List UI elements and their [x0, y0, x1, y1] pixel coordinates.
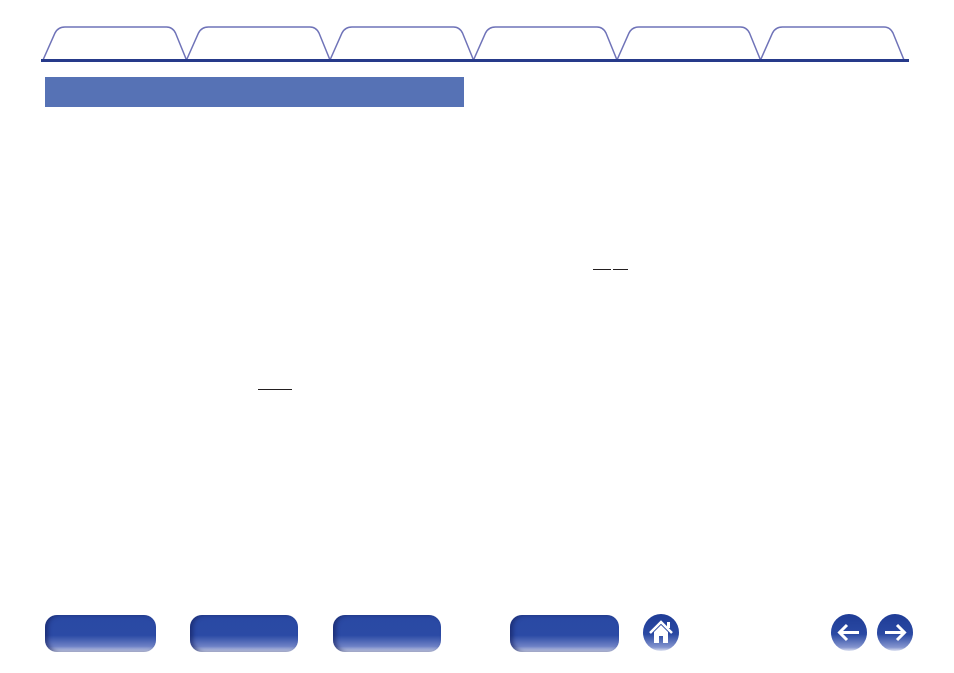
underline-link[interactable] — [613, 269, 628, 270]
back-button[interactable] — [831, 614, 867, 651]
section-header-bar — [45, 77, 464, 107]
underline-link[interactable] — [258, 389, 292, 390]
tab-baseline — [41, 59, 909, 62]
home-icon — [649, 620, 673, 643]
underline-link[interactable] — [593, 269, 611, 270]
tab-4[interactable] — [472, 26, 618, 61]
nav-button-3[interactable] — [333, 615, 441, 652]
tab-bar — [42, 26, 905, 61]
nav-button-1[interactable] — [45, 615, 156, 652]
arrow-left-icon — [837, 623, 859, 642]
forward-button[interactable] — [877, 614, 913, 651]
home-button[interactable] — [643, 614, 679, 651]
arrow-right-icon — [885, 623, 907, 642]
tab-1[interactable] — [42, 26, 188, 61]
tab-6[interactable] — [759, 26, 905, 61]
nav-button-4[interactable] — [510, 615, 619, 652]
tab-2[interactable] — [185, 26, 331, 61]
nav-button-2[interactable] — [190, 615, 298, 652]
tab-3[interactable] — [329, 26, 475, 61]
tab-5[interactable] — [616, 26, 762, 61]
